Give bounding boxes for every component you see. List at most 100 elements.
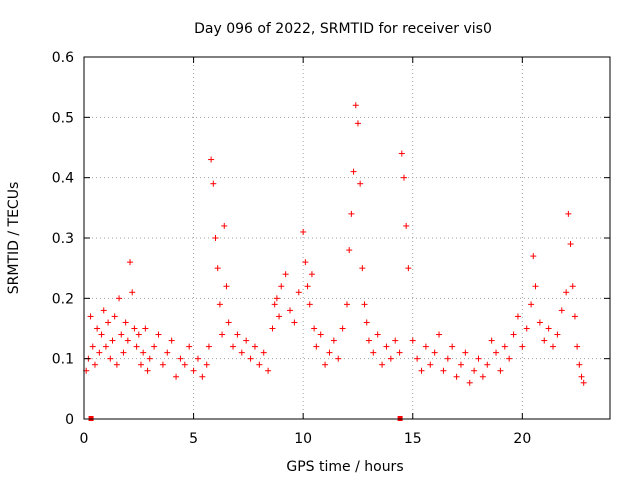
y-tick-label: 0.1: [52, 352, 74, 368]
data-point: [471, 367, 478, 374]
data-point: [181, 361, 188, 368]
data-point: [506, 355, 513, 362]
data-point: [359, 265, 366, 272]
data-point: [203, 361, 210, 368]
data-point: [129, 289, 136, 296]
data-point: [140, 349, 147, 356]
data-point: [212, 235, 219, 241]
data-point: [352, 102, 359, 109]
data-point: [317, 331, 324, 338]
data-point: [514, 313, 521, 320]
data-point: [497, 367, 504, 374]
data-point: [219, 331, 226, 338]
data-point: [357, 180, 364, 187]
data-point: [146, 355, 153, 362]
data-point: [466, 379, 473, 386]
x-tick-label: 10: [294, 431, 312, 447]
data-point: [400, 174, 407, 181]
x-tick-label: 0: [80, 431, 89, 447]
data-point: [541, 337, 548, 344]
data-point: [403, 222, 410, 229]
data-point: [554, 331, 561, 338]
y-tick-label: 0.3: [52, 231, 74, 247]
data-point: [111, 313, 118, 320]
data-point: [569, 283, 576, 290]
data-point: [335, 355, 342, 362]
data-point: [199, 373, 206, 380]
data-point: [346, 247, 353, 254]
data-point: [519, 343, 526, 350]
data-point: [109, 337, 116, 344]
data-point: [116, 295, 123, 302]
data-point: [223, 283, 230, 290]
data-point: [576, 361, 583, 368]
data-point: [528, 301, 535, 308]
x-tick-label: 20: [513, 431, 531, 447]
data-point: [550, 343, 557, 350]
data-point: [247, 355, 254, 362]
data-point: [457, 361, 464, 368]
data-point: [210, 180, 217, 187]
data-point: [475, 355, 482, 362]
data-point: [365, 337, 372, 344]
data-point: [567, 241, 574, 248]
data-point: [273, 295, 280, 302]
data-point: [427, 361, 434, 368]
data-point: [164, 349, 171, 356]
data-point: [510, 331, 517, 338]
data-point: [580, 379, 587, 386]
data-point: [361, 301, 368, 308]
data-point: [155, 331, 162, 338]
x-tick-label: 15: [404, 431, 422, 447]
data-point: [243, 337, 250, 344]
data-point: [479, 373, 486, 380]
data-point: [306, 301, 313, 308]
data-point: [558, 307, 565, 314]
data-point: [105, 319, 112, 326]
data-point: [102, 343, 109, 350]
data-point: [462, 349, 469, 356]
data-point: [350, 168, 357, 175]
data-point: [300, 228, 307, 235]
data-point: [383, 343, 390, 350]
data-point: [302, 259, 309, 266]
data-point: [118, 331, 125, 338]
data-point: [87, 313, 94, 320]
data-point: [278, 283, 285, 290]
data-point: [536, 319, 543, 326]
data-point: [453, 373, 460, 380]
data-point: [151, 343, 158, 350]
data-point: [133, 343, 140, 350]
data-point: [91, 361, 98, 368]
data-point: [330, 337, 337, 344]
data-point: [493, 349, 500, 356]
data-point: [190, 367, 197, 374]
data-point: [256, 361, 263, 368]
y-tick-label: 0.4: [52, 171, 74, 187]
data-point: [396, 349, 403, 356]
data-point: [205, 343, 212, 350]
data-point: [563, 289, 570, 296]
data-point: [89, 343, 96, 350]
data-point: [282, 271, 289, 278]
data-point: [137, 361, 144, 368]
x-tick-label: 5: [189, 431, 198, 447]
data-point: [532, 283, 539, 290]
data-point: [308, 271, 315, 278]
data-point: [194, 355, 201, 362]
data-point: [96, 349, 103, 356]
data-point: [444, 355, 451, 362]
data-point: [127, 259, 134, 266]
data-point: [304, 283, 311, 290]
data-point: [339, 325, 346, 332]
data-point: [271, 301, 278, 308]
data-point: [238, 349, 245, 356]
data-point: [216, 301, 223, 308]
y-tick-label: 0.5: [52, 110, 74, 126]
data-point: [142, 325, 149, 332]
data-point: [122, 319, 129, 326]
data-point: [379, 361, 386, 368]
data-point: [370, 349, 377, 356]
data-point: [100, 307, 107, 314]
data-point: [168, 337, 175, 344]
